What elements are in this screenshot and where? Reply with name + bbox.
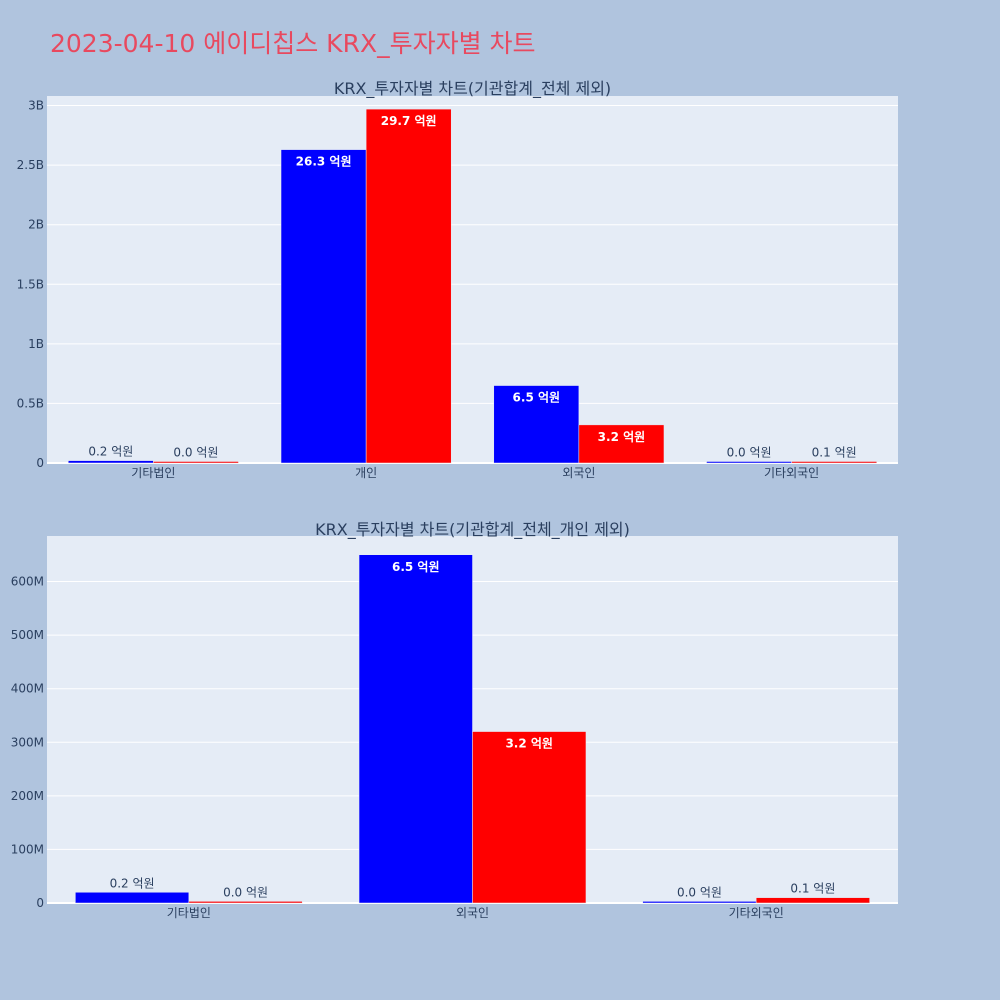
x-tick-label: 기타법인 — [131, 466, 175, 480]
chart-title: KRX_투자자별 차트(기관합계_전체 제외) — [334, 79, 611, 99]
data-label: 3.2 억원 — [505, 737, 553, 751]
y-tick-label: 400M — [11, 682, 44, 696]
data-label: 6.5 억원 — [392, 560, 440, 574]
bar[interactable] — [188, 901, 303, 904]
bar[interactable] — [75, 892, 190, 904]
data-label: 3.2 억원 — [598, 430, 646, 444]
bar[interactable] — [280, 149, 367, 464]
y-tick-label: 2.5B — [17, 158, 44, 172]
bar[interactable] — [706, 461, 792, 464]
y-tick-label: 600M — [11, 575, 44, 589]
bar[interactable] — [472, 731, 587, 904]
data-label: 0.0 억원 — [173, 446, 218, 460]
data-label: 0.1 억원 — [790, 882, 835, 896]
bar[interactable] — [493, 385, 580, 464]
data-label: 0.1 억원 — [812, 446, 857, 460]
data-label: 6.5 억원 — [513, 391, 561, 405]
bar[interactable] — [68, 460, 154, 464]
y-tick-label: 100M — [11, 842, 44, 856]
y-tick-label: 1B — [28, 337, 44, 351]
data-label: 29.7 억원 — [381, 114, 437, 128]
y-tick-label: 300M — [11, 735, 44, 749]
x-tick-label: 기타법인 — [167, 906, 211, 920]
bar[interactable] — [365, 108, 452, 464]
page-title: 2023-04-10 에이디칩스 KRX_투자자별 차트 — [50, 29, 536, 58]
y-tick-label: 1.5B — [17, 277, 44, 291]
y-tick-label: 2B — [28, 218, 44, 232]
data-label: 0.0 억원 — [223, 885, 268, 899]
bar[interactable] — [358, 554, 473, 904]
y-tick-label: 200M — [11, 789, 44, 803]
y-tick-label: 3B — [28, 99, 44, 113]
data-label: 26.3 억원 — [296, 155, 352, 169]
chart-title: KRX_투자자별 차트(기관합계_전체_개인 제외) — [315, 520, 630, 540]
chart-bottom: KRX_투자자별 차트(기관합계_전체_개인 제외) 0 100M 200M 300M 4… — [11, 520, 898, 920]
data-label: 0.2 억원 — [88, 445, 133, 459]
y-tick-label: 0 — [36, 456, 44, 470]
x-tick-label: 개인 — [355, 466, 377, 480]
x-tick-label: 기타외국인 — [764, 466, 819, 480]
y-tick-label: 500M — [11, 628, 44, 642]
bar[interactable] — [153, 461, 239, 464]
bar[interactable] — [791, 461, 877, 464]
data-label: 0.0 억원 — [727, 446, 772, 460]
chart-top: KRX_투자자별 차트(기관합계_전체 제외) 0 0.5B 1B 1.5B 2B 2.5B… — [17, 79, 898, 480]
x-tick-label: 기타외국인 — [729, 906, 784, 920]
bar[interactable] — [755, 897, 870, 904]
x-tick-label: 외국인 — [456, 906, 489, 920]
y-tick-label: 0 — [36, 896, 44, 910]
bar[interactable] — [578, 424, 665, 464]
y-tick-label: 0.5B — [17, 396, 44, 410]
x-tick-label: 외국인 — [562, 466, 595, 480]
plot-area — [47, 96, 898, 463]
data-label: 0.0 억원 — [677, 885, 722, 899]
bar[interactable] — [642, 901, 757, 904]
data-label: 0.2 억원 — [110, 876, 155, 890]
